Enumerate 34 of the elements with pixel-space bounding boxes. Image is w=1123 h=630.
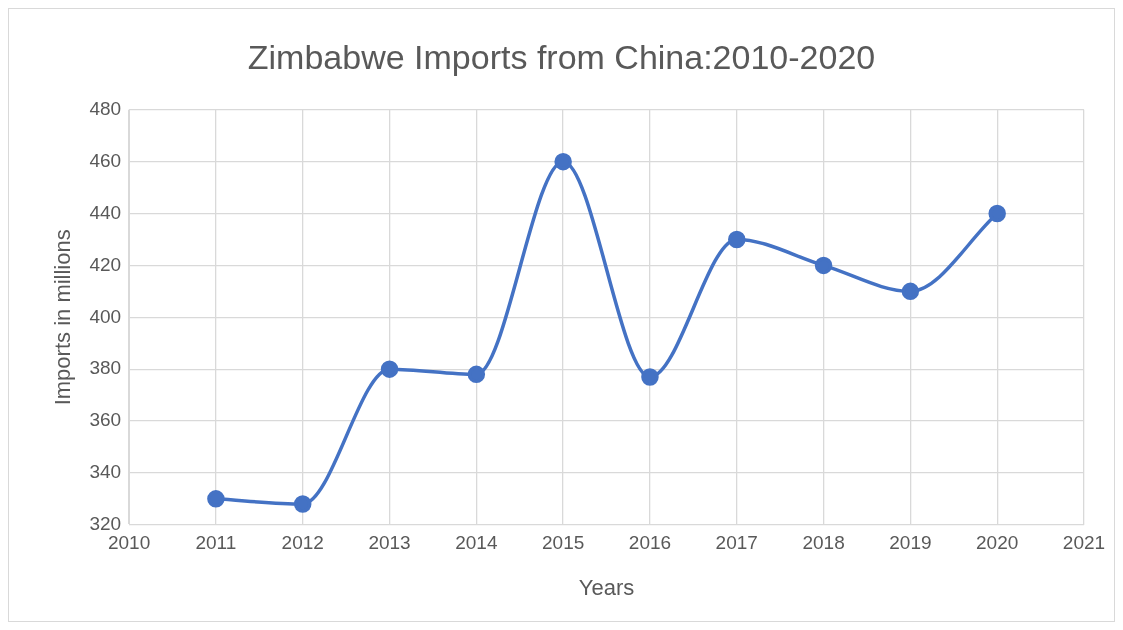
x-tick-label: 2019 [889, 532, 932, 554]
y-tick-label: 420 [89, 253, 122, 275]
point [988, 204, 1006, 223]
y-tick-label: 400 [89, 305, 122, 327]
x-tick-label: 2015 [542, 532, 585, 554]
y-tick-label: 460 [89, 149, 122, 171]
chart-title: Zimbabwe Imports from China:2010-2020 [247, 37, 876, 76]
point [814, 256, 833, 275]
x-tick-label: 2016 [628, 532, 672, 554]
y-tick-label: 360 [89, 409, 122, 431]
x-tick-label: 2017 [715, 532, 758, 554]
y-tick-label: 340 [89, 461, 122, 483]
y-tick-label: 440 [89, 201, 122, 223]
x-tick-label: 2014 [455, 532, 498, 554]
point [728, 230, 746, 249]
point [641, 368, 659, 386]
y-axis-title: Imports in millions [50, 229, 76, 406]
point [207, 490, 225, 508]
point [380, 360, 399, 378]
y-tick-label: 480 [89, 98, 122, 120]
x-tick-label: 2013 [368, 532, 411, 554]
x-tick-label: 2011 [195, 532, 237, 554]
point [554, 152, 572, 171]
x-tick-label: 2020 [976, 532, 1019, 554]
point [293, 495, 312, 513]
x-tick-label: 2012 [281, 532, 324, 554]
point [901, 282, 920, 301]
x-axis-title: Years [578, 574, 635, 600]
y-tick-label: 320 [89, 513, 122, 535]
x-tick-label: 2018 [802, 532, 845, 554]
y-tick-label: 380 [89, 357, 122, 379]
x-tick-label: 2021 [1062, 532, 1106, 554]
point [467, 365, 486, 384]
x-tick-label: 2010 [107, 532, 151, 554]
